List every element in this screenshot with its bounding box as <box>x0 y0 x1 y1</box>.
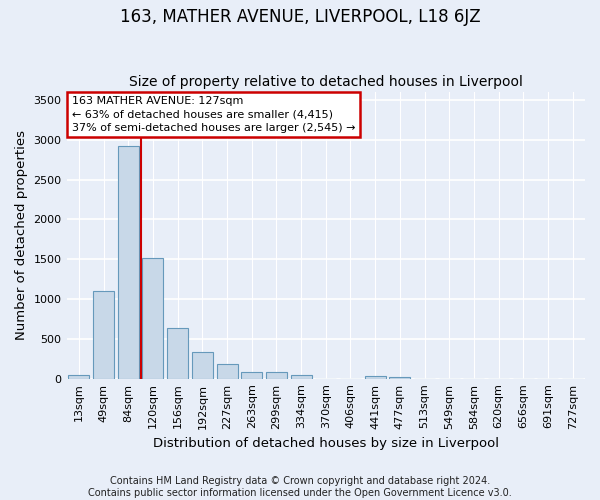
Bar <box>192 352 213 378</box>
Bar <box>290 374 311 378</box>
Bar <box>266 372 287 378</box>
Bar <box>241 372 262 378</box>
Text: Contains HM Land Registry data © Crown copyright and database right 2024.
Contai: Contains HM Land Registry data © Crown c… <box>88 476 512 498</box>
Bar <box>167 328 188 378</box>
Text: 163 MATHER AVENUE: 127sqm
← 63% of detached houses are smaller (4,415)
37% of se: 163 MATHER AVENUE: 127sqm ← 63% of detac… <box>72 96 355 133</box>
Bar <box>118 146 139 378</box>
Y-axis label: Number of detached properties: Number of detached properties <box>15 130 28 340</box>
Text: 163, MATHER AVENUE, LIVERPOOL, L18 6JZ: 163, MATHER AVENUE, LIVERPOOL, L18 6JZ <box>119 8 481 26</box>
Bar <box>217 364 238 378</box>
Bar <box>93 291 114 378</box>
X-axis label: Distribution of detached houses by size in Liverpool: Distribution of detached houses by size … <box>153 437 499 450</box>
Title: Size of property relative to detached houses in Liverpool: Size of property relative to detached ho… <box>129 76 523 90</box>
Bar <box>68 374 89 378</box>
Bar <box>365 376 386 378</box>
Bar <box>142 258 163 378</box>
Bar <box>389 376 410 378</box>
